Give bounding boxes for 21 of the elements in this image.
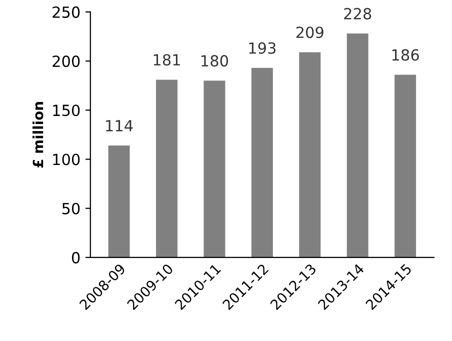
bar <box>108 146 130 258</box>
bar <box>299 52 321 258</box>
bar <box>346 34 368 258</box>
bar <box>204 80 226 258</box>
y-tick-label: 200 <box>52 56 80 68</box>
y-tick-label: 250 <box>52 6 80 18</box>
data-label: 186 <box>392 49 419 61</box>
data-label: 228 <box>344 8 372 20</box>
y-tick-label: 0 <box>72 252 80 264</box>
y-tick-label: 150 <box>53 104 80 116</box>
data-label: 209 <box>296 26 324 38</box>
data-label: 181 <box>154 54 180 66</box>
bar <box>156 80 178 258</box>
y-tick-label: 50 <box>62 202 80 214</box>
y-axis-title: £ million <box>32 102 44 168</box>
y-tick-label: 100 <box>53 154 80 166</box>
bar <box>251 68 273 258</box>
data-label: 193 <box>249 42 276 54</box>
data-label: 180 <box>202 55 228 67</box>
bar <box>394 74 416 258</box>
data-label: 114 <box>106 120 133 132</box>
